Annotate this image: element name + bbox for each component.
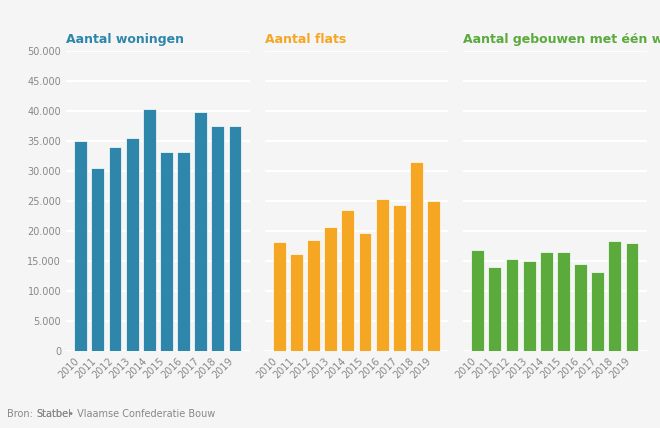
Bar [393, 205, 406, 351]
Bar [341, 210, 354, 351]
Bar [109, 147, 121, 351]
Text: Statbel: Statbel [36, 410, 71, 419]
Bar [160, 152, 173, 351]
Bar [540, 252, 553, 351]
Bar [194, 113, 207, 351]
Bar [574, 264, 587, 351]
Bar [557, 252, 570, 351]
Bar [75, 141, 87, 351]
Bar [609, 241, 621, 351]
Bar [376, 199, 389, 351]
Text: Aantal flats: Aantal flats [265, 33, 346, 46]
Bar [307, 240, 320, 351]
Bar [143, 110, 156, 351]
Bar [324, 227, 337, 351]
Bar [92, 168, 104, 351]
Bar [523, 261, 536, 351]
Bar [290, 255, 303, 351]
Bar [358, 233, 372, 351]
Bar [471, 250, 484, 351]
Bar [626, 243, 638, 351]
Bar [228, 126, 242, 351]
Bar [126, 138, 139, 351]
Text: Bron:: Bron: [7, 410, 36, 419]
Bar [427, 201, 440, 351]
Bar [591, 273, 604, 351]
Bar [488, 267, 502, 351]
Bar [273, 242, 286, 351]
Bar [211, 126, 224, 351]
Text: Aantal woningen: Aantal woningen [66, 33, 184, 46]
Bar [506, 259, 519, 351]
Text: Statbel: Statbel [36, 410, 71, 419]
Bar [177, 152, 190, 351]
Text: Aantal gebouwen met één woning: Aantal gebouwen met één woning [463, 33, 660, 46]
Bar [410, 162, 423, 351]
Text: • Vlaamse Confederatie Bouw: • Vlaamse Confederatie Bouw [65, 410, 215, 419]
